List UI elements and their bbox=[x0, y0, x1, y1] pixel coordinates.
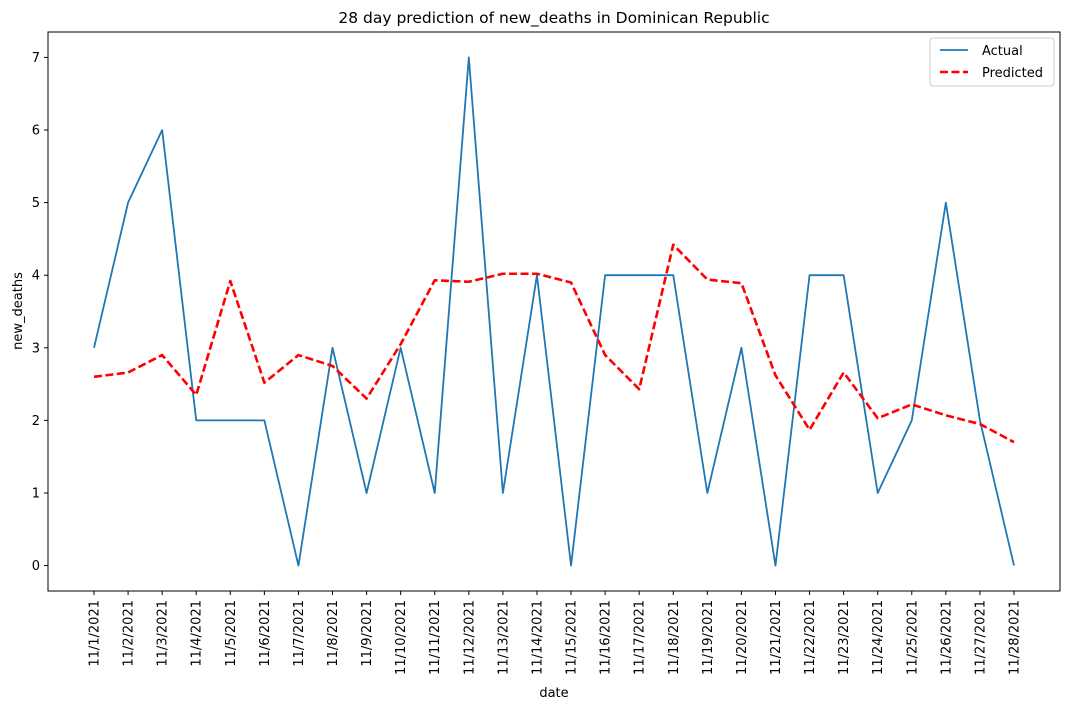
x-tick-label: 11/27/2021 bbox=[973, 600, 988, 675]
x-tick-label: 11/15/2021 bbox=[565, 600, 580, 675]
x-tick-label: 11/5/2021 bbox=[224, 600, 239, 667]
x-tick-label: 11/11/2021 bbox=[428, 600, 443, 675]
x-tick-label: 11/3/2021 bbox=[156, 600, 171, 667]
x-tick-label: 11/17/2021 bbox=[633, 600, 648, 675]
y-tick-label: 5 bbox=[32, 196, 40, 211]
x-tick-label: 11/12/2021 bbox=[462, 600, 477, 675]
x-tick-label: 11/19/2021 bbox=[701, 600, 716, 675]
y-tick-label: 2 bbox=[32, 414, 40, 429]
x-tick-label: 11/10/2021 bbox=[394, 600, 409, 675]
y-tick-label: 4 bbox=[32, 269, 40, 284]
x-tick-label: 11/8/2021 bbox=[326, 600, 341, 667]
x-tick-label: 11/21/2021 bbox=[769, 600, 784, 675]
x-tick-label: 11/14/2021 bbox=[530, 600, 545, 675]
x-tick-label: 11/24/2021 bbox=[871, 600, 886, 675]
x-tick-label: 11/28/2021 bbox=[1008, 600, 1023, 675]
y-axis-label: new_deaths bbox=[11, 272, 26, 350]
x-tick-label: 11/9/2021 bbox=[360, 600, 375, 667]
y-tick-label: 1 bbox=[32, 486, 40, 501]
x-tick-label: 11/16/2021 bbox=[599, 600, 614, 675]
y-tick-label: 6 bbox=[32, 124, 40, 139]
x-tick-label: 11/1/2021 bbox=[88, 600, 103, 667]
y-axis: 0 1 2 3 4 5 6 7 bbox=[32, 51, 48, 574]
x-tick-label: 11/4/2021 bbox=[190, 600, 205, 667]
x-tick-label: 11/22/2021 bbox=[803, 600, 818, 675]
x-axis: 11/1/2021 11/2/2021 11/3/2021 11/4/2021 11/5… bbox=[88, 591, 1023, 675]
series-layer bbox=[93, 56, 1015, 567]
plot-area-frame bbox=[47, 31, 1061, 592]
series-line-actual bbox=[93, 56, 1015, 567]
series-line-predicted bbox=[93, 243, 1015, 444]
legend-label-predicted: Predicted bbox=[982, 66, 1043, 81]
legend-label-actual: Actual bbox=[982, 44, 1023, 59]
x-tick-label: 11/25/2021 bbox=[905, 600, 920, 675]
y-tick-label: 3 bbox=[32, 341, 40, 356]
x-tick-label: 11/7/2021 bbox=[292, 600, 307, 667]
x-tick-label: 11/23/2021 bbox=[837, 600, 852, 675]
y-tick-label: 7 bbox=[32, 51, 40, 66]
legend: Actual Predicted bbox=[929, 37, 1055, 87]
x-tick-label: 11/2/2021 bbox=[122, 600, 137, 667]
x-axis-label: date bbox=[539, 686, 568, 701]
x-tick-label: 11/26/2021 bbox=[939, 600, 954, 675]
x-tick-label: 11/18/2021 bbox=[667, 600, 682, 675]
x-tick-label: 11/20/2021 bbox=[735, 600, 750, 675]
chart-title: 28 day prediction of new_deaths in Domin… bbox=[338, 9, 769, 28]
x-tick-label: 11/13/2021 bbox=[496, 600, 511, 675]
x-tick-label: 11/6/2021 bbox=[258, 600, 273, 667]
y-tick-label: 0 bbox=[32, 559, 40, 574]
